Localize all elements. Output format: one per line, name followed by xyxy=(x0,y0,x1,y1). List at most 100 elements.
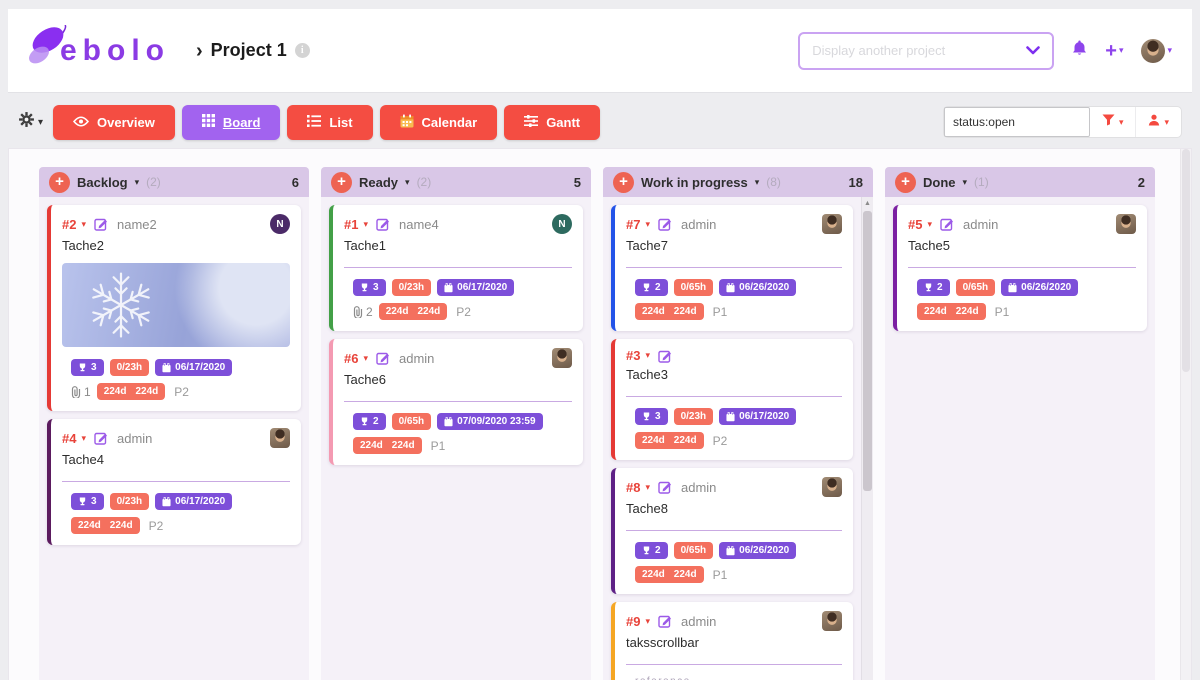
tab-list[interactable]: List xyxy=(287,104,373,140)
edit-task-icon[interactable] xyxy=(94,431,108,445)
scrollbar-thumb[interactable] xyxy=(1182,149,1190,373)
task-card[interactable]: #7 ▾ admin Tache7 2 xyxy=(611,205,853,331)
task-menu-caret-icon[interactable]: ▾ xyxy=(927,218,932,229)
page-title: Project 1 xyxy=(210,40,287,60)
task-id[interactable]: #5 xyxy=(908,216,923,232)
project-info-icon[interactable]: i xyxy=(294,43,310,58)
task-card[interactable]: #8 ▾ admin Tache8 2 xyxy=(611,468,853,594)
card-divider xyxy=(626,396,842,397)
card-divider xyxy=(62,481,290,482)
column-task-limit: (2) xyxy=(416,175,432,189)
tab-overview[interactable]: Overview xyxy=(53,104,175,140)
column-name[interactable]: Done xyxy=(923,174,956,190)
age-value: 224d xyxy=(109,520,133,531)
task-menu-caret-icon[interactable]: ▾ xyxy=(363,218,368,229)
edit-task-icon[interactable] xyxy=(94,217,108,231)
card-header: #7 ▾ admin xyxy=(626,214,842,234)
edit-task-icon[interactable] xyxy=(658,217,672,231)
task-menu-caret-icon[interactable]: ▾ xyxy=(645,350,650,360)
edit-task-icon[interactable] xyxy=(658,614,672,628)
add-task-button[interactable]: + xyxy=(331,171,352,193)
tab-calendar[interactable]: Calendar xyxy=(379,104,498,140)
badge-row: 224d 224d P1 xyxy=(626,566,842,583)
caret-down-icon: ▾ xyxy=(1118,116,1124,127)
edit-task-icon[interactable] xyxy=(376,217,390,231)
task-card[interactable]: #6 ▾ admin Tache6 2 xyxy=(329,339,583,465)
edit-task-icon[interactable] xyxy=(658,349,672,363)
logo-text: ebolo xyxy=(60,33,170,67)
column-done: + Done ▾ (1) 2 #5 ▾ admin xyxy=(885,167,1155,680)
task-card[interactable]: #3 ▾ Tache3 3 0/23h xyxy=(611,339,853,460)
task-menu-caret-icon[interactable]: ▾ xyxy=(363,352,368,363)
task-id[interactable]: #1 xyxy=(344,216,359,232)
scrollbar-thumb[interactable] xyxy=(863,211,872,492)
due-date-badge: 06/17/2020 xyxy=(155,493,233,510)
column-header: + Done ▾ (1) 2 xyxy=(885,167,1155,197)
task-id[interactable]: #4 xyxy=(62,430,77,446)
assignee-avatar xyxy=(822,477,842,497)
age-value: 224d xyxy=(673,569,697,580)
task-menu-caret-icon[interactable]: ▾ xyxy=(81,432,86,443)
score-value: 2 xyxy=(655,545,661,556)
search-filter-input[interactable] xyxy=(943,107,1090,137)
edit-task-icon[interactable] xyxy=(940,217,954,231)
caret-down-icon: ▾ xyxy=(1164,116,1169,127)
task-title: Tache3 xyxy=(626,367,668,382)
task-menu-caret-icon[interactable]: ▾ xyxy=(81,218,86,229)
column-name[interactable]: Ready xyxy=(359,174,399,190)
task-menu-caret-icon[interactable]: ▾ xyxy=(645,218,650,229)
badge-row: 224d 224d P1 xyxy=(344,437,572,454)
eye-icon xyxy=(72,115,90,130)
column-name[interactable]: Work in progress xyxy=(641,174,748,190)
task-id[interactable]: #6 xyxy=(344,350,359,366)
hours-badge: 0/23h xyxy=(391,279,432,296)
score-value: 3 xyxy=(655,411,661,422)
settings-menu-button[interactable]: ▾ xyxy=(18,111,43,133)
task-card[interactable]: #9 ▾ admin taksscrollbar reference xyxy=(611,602,853,680)
task-card[interactable]: #1 ▾ name4 N Tache1 3 xyxy=(329,205,583,331)
filter-dropdown-button[interactable]: ▾ xyxy=(1090,107,1136,137)
task-id[interactable]: #8 xyxy=(626,479,641,495)
column-scrollbar[interactable]: ▲ xyxy=(861,197,873,680)
page-scrollbar[interactable] xyxy=(1180,149,1191,680)
attachment-value: 2 xyxy=(366,304,373,319)
age-value: 224d xyxy=(103,386,127,397)
column-menu-caret-icon[interactable]: ▾ xyxy=(134,176,140,187)
add-menu-button[interactable]: + ▾ xyxy=(1105,41,1123,61)
column-name[interactable]: Backlog xyxy=(77,174,128,190)
assignee-filter-button[interactable]: ▾ xyxy=(1135,107,1181,137)
tab-gantt[interactable]: Gantt xyxy=(504,104,601,140)
add-task-button[interactable]: + xyxy=(49,171,70,193)
task-id[interactable]: #7 xyxy=(626,216,641,232)
add-task-button[interactable]: + xyxy=(895,171,916,193)
edit-task-icon[interactable] xyxy=(658,480,672,494)
column-body: #1 ▾ name4 N Tache1 3 xyxy=(321,197,591,680)
badge-row: 1 224d 224d P2 xyxy=(62,383,290,400)
tab-label: Gantt xyxy=(546,114,581,130)
column-menu-caret-icon[interactable]: ▾ xyxy=(962,176,968,187)
task-card[interactable]: #4 ▾ admin Tache4 3 xyxy=(47,419,301,545)
gear-icon xyxy=(18,111,35,133)
badge-row: 224d 224d P1 xyxy=(626,303,842,320)
task-id[interactable]: #3 xyxy=(626,348,641,363)
task-menu-caret-icon[interactable]: ▾ xyxy=(645,615,650,626)
task-card[interactable]: #2 ▾ name2 N Tache2 xyxy=(47,205,301,411)
task-card[interactable]: #5 ▾ admin Tache5 2 xyxy=(893,205,1147,331)
edit-task-icon[interactable] xyxy=(376,351,390,365)
card-header: #1 ▾ name4 N xyxy=(344,214,572,234)
project-switcher-select[interactable]: Display another project xyxy=(798,31,1055,70)
task-assignee: name4 xyxy=(399,216,439,232)
task-id[interactable]: #9 xyxy=(626,613,641,629)
user-menu-button[interactable]: ▾ xyxy=(1141,38,1172,63)
column-menu-caret-icon[interactable]: ▾ xyxy=(405,176,410,187)
scroll-up-arrow-icon[interactable]: ▲ xyxy=(864,200,871,207)
column-menu-caret-icon[interactable]: ▾ xyxy=(754,176,760,187)
task-menu-caret-icon[interactable]: ▾ xyxy=(645,481,650,492)
add-task-button[interactable]: + xyxy=(613,171,634,193)
app-logo[interactable]: ebolo xyxy=(22,24,170,76)
task-id[interactable]: #2 xyxy=(62,216,77,232)
badge-row: 2 0/65h 07/09/2020 23:59 xyxy=(344,413,572,430)
tab-board[interactable]: Board xyxy=(181,104,281,140)
notifications-button[interactable] xyxy=(1072,40,1087,61)
card-divider xyxy=(626,267,842,268)
